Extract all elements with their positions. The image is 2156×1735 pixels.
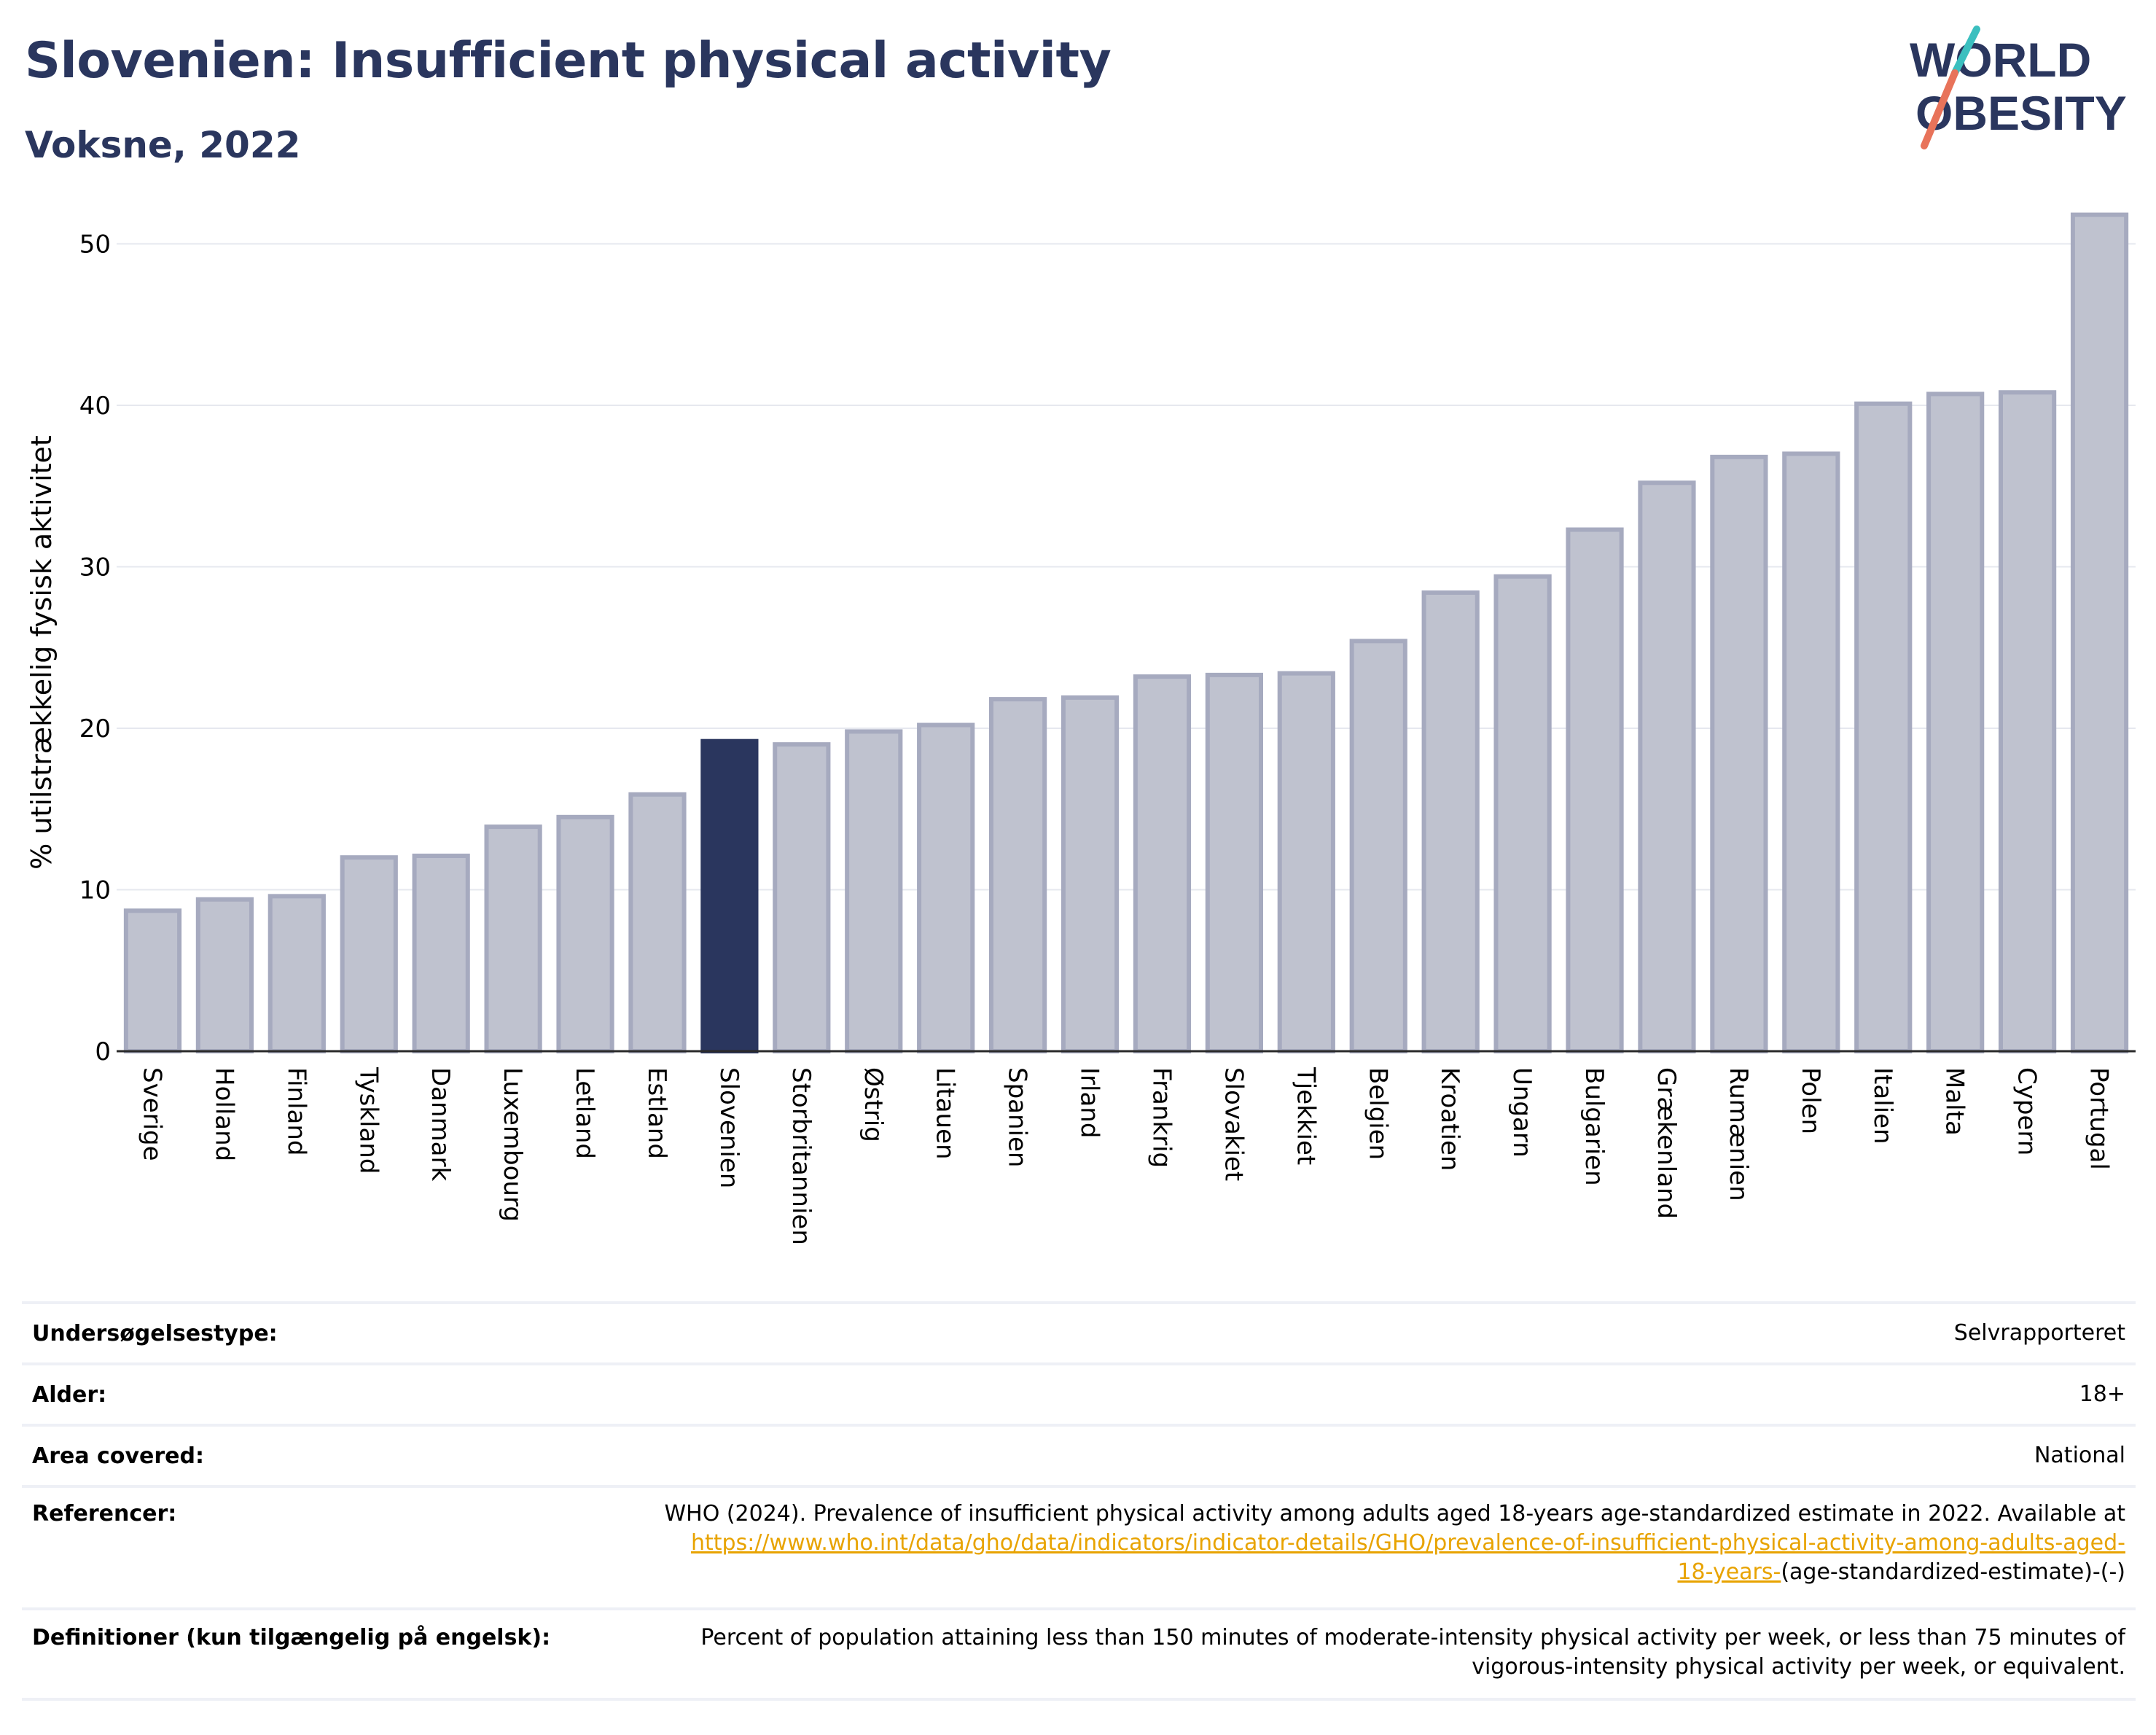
bar-irland (1061, 695, 1120, 1053)
bar-danmark (412, 853, 470, 1054)
meta-label: Referencer: (32, 1501, 177, 1527)
bar-italien (1854, 401, 1913, 1053)
bar-polen (1782, 451, 1840, 1053)
bar-malta (1926, 391, 1985, 1053)
bar-belgien (1349, 639, 1407, 1053)
reference-suffix: (age-standardized-estimate)-(-) (1781, 1559, 2125, 1585)
bar-ungarn (1493, 574, 1552, 1053)
bar-tjekkiet (1277, 671, 1335, 1053)
y-tick-label: 50 (79, 230, 111, 259)
y-tick-label: 0 (95, 1037, 111, 1067)
bar-estland (628, 792, 687, 1054)
meta-label: Area covered: (32, 1443, 204, 1469)
bar-cypern (1999, 390, 2057, 1053)
x-tick-label: Finland (281, 1067, 310, 1156)
x-tick-label: Letland (570, 1067, 599, 1159)
x-tick-label: Frankrig (1147, 1067, 1176, 1168)
meta-value: Selvrapporteret (1953, 1320, 2125, 1346)
x-tick-label: Tyskland (354, 1067, 383, 1174)
x-tick-label: Kroatien (1435, 1067, 1464, 1171)
bar-grækenland (1638, 480, 1696, 1053)
metadata-table: Undersøgelsestype: Selvrapporteret Alder… (22, 1301, 2136, 1701)
meta-row-age: Alder: 18+ (22, 1362, 2136, 1424)
y-tick-label: 40 (79, 391, 111, 421)
x-axis-labels: Sverige Holland Finland Tyskland Danmark Luxe… (137, 1067, 2113, 1245)
x-tick-label: Slovakiet (1219, 1067, 1248, 1181)
world-obesity-logo: WORLD OBESITY (1910, 26, 2127, 149)
y-axis-label: % utilstrækkelig fysisk aktivitet (26, 435, 58, 870)
bar-litauen (917, 722, 975, 1054)
x-tick-label: Østrig (859, 1067, 888, 1142)
x-tick-label: Grækenland (1652, 1067, 1681, 1219)
x-tick-label: Holland (209, 1067, 238, 1161)
bar-slovenien (700, 738, 759, 1054)
x-tick-label: Irland (1075, 1067, 1104, 1138)
y-tick-label: 30 (79, 553, 111, 582)
bar-tyskland (340, 855, 398, 1054)
bar-storbritannien (773, 742, 831, 1053)
x-tick-label: Danmark (426, 1067, 455, 1181)
logo-slash-teal (1951, 26, 1980, 77)
x-tick-label: Estland (642, 1067, 671, 1159)
x-tick-label: Polen (1796, 1067, 1825, 1134)
meta-value: 18+ (2079, 1381, 2125, 1407)
reference-link-cont[interactable]: 18-years- (1677, 1559, 1781, 1585)
x-tick-label: Storbritannien (786, 1067, 816, 1245)
y-tick-label: 10 (79, 876, 111, 905)
x-tick-label: Sverige (137, 1067, 166, 1161)
x-tick-label: Spanien (1003, 1067, 1032, 1167)
bar-spanien (989, 697, 1047, 1053)
bar-sverige (123, 908, 182, 1053)
bar-slovakiet (1205, 672, 1263, 1053)
x-tick-label: Bulgarien (1579, 1067, 1609, 1186)
x-tick-label: Ungarn (1507, 1067, 1536, 1158)
meta-row-references: Referencer: WHO (2024). Prevalence of in… (22, 1485, 2136, 1607)
logo-word-world: WORLD (1910, 33, 2091, 87)
x-tick-label: Italien (1868, 1067, 1897, 1145)
bar-chart: 0 10 20 30 40 50 Sverige Holland Finland Tysklan… (26, 212, 2136, 1245)
bar-bulgarien (1566, 527, 1624, 1053)
definition-line-2: vigorous-intensity physical activity per… (1472, 1654, 2125, 1680)
meta-value: National (2034, 1443, 2125, 1468)
x-tick-label: Tjekkiet (1291, 1067, 1320, 1165)
meta-row-survey-type: Undersøgelsestype: Selvrapporteret (22, 1301, 2136, 1362)
meta-row-area: Area covered: National (22, 1424, 2136, 1485)
x-tick-label: Rumænien (1724, 1067, 1753, 1201)
x-tick-label: Litauen (931, 1067, 960, 1160)
meta-label: Undersøgelsestype: (32, 1320, 278, 1346)
logo-word-obesity: OBESITY (1915, 86, 2127, 140)
bar-letland (556, 814, 614, 1053)
definition-line-1: Percent of population attaining less tha… (700, 1625, 2125, 1650)
bar-østrig (845, 729, 903, 1053)
bar-finland (267, 894, 326, 1054)
x-tick-label: Luxembourg (498, 1067, 527, 1222)
logo-slash-coral (1921, 69, 1958, 149)
x-tick-label: Malta (1940, 1067, 1969, 1136)
bar-frankrig (1133, 674, 1192, 1053)
reference-link[interactable]: https://www.who.int/data/gho/data/indica… (691, 1530, 2125, 1556)
x-tick-label: Slovenien (714, 1067, 743, 1188)
bar-rumænien (1710, 454, 1768, 1053)
x-tick-label: Belgien (1363, 1067, 1392, 1160)
bar-holland (195, 897, 254, 1053)
meta-value: Percent of population attaining less tha… (700, 1623, 2125, 1698)
meta-label: Alder: (32, 1381, 107, 1408)
y-tick-label: 20 (79, 714, 111, 744)
x-tick-label: Cypern (2012, 1067, 2042, 1155)
reference-text: WHO (2024). Prevalence of insufficient p… (664, 1501, 2125, 1527)
y-axis-ticks: 0 10 20 30 40 50 (79, 230, 111, 1067)
chart-title: Slovenien: Insufficient physical activit… (25, 32, 1112, 90)
meta-label: Definitioner (kun tilgængelig på engelsk… (32, 1625, 551, 1650)
bars (123, 212, 2129, 1054)
chart-subtitle: Voksne, 2022 (25, 124, 301, 166)
bar-luxembourg (484, 824, 542, 1054)
x-tick-label: Portugal (2085, 1067, 2114, 1170)
meta-row-definitions: Definitioner (kun tilgængelig på engelsk… (22, 1607, 2136, 1701)
bar-portugal (2070, 212, 2129, 1053)
meta-value: WHO (2024). Prevalence of insufficient p… (664, 1500, 2125, 1607)
bar-kroatien (1421, 590, 1480, 1053)
